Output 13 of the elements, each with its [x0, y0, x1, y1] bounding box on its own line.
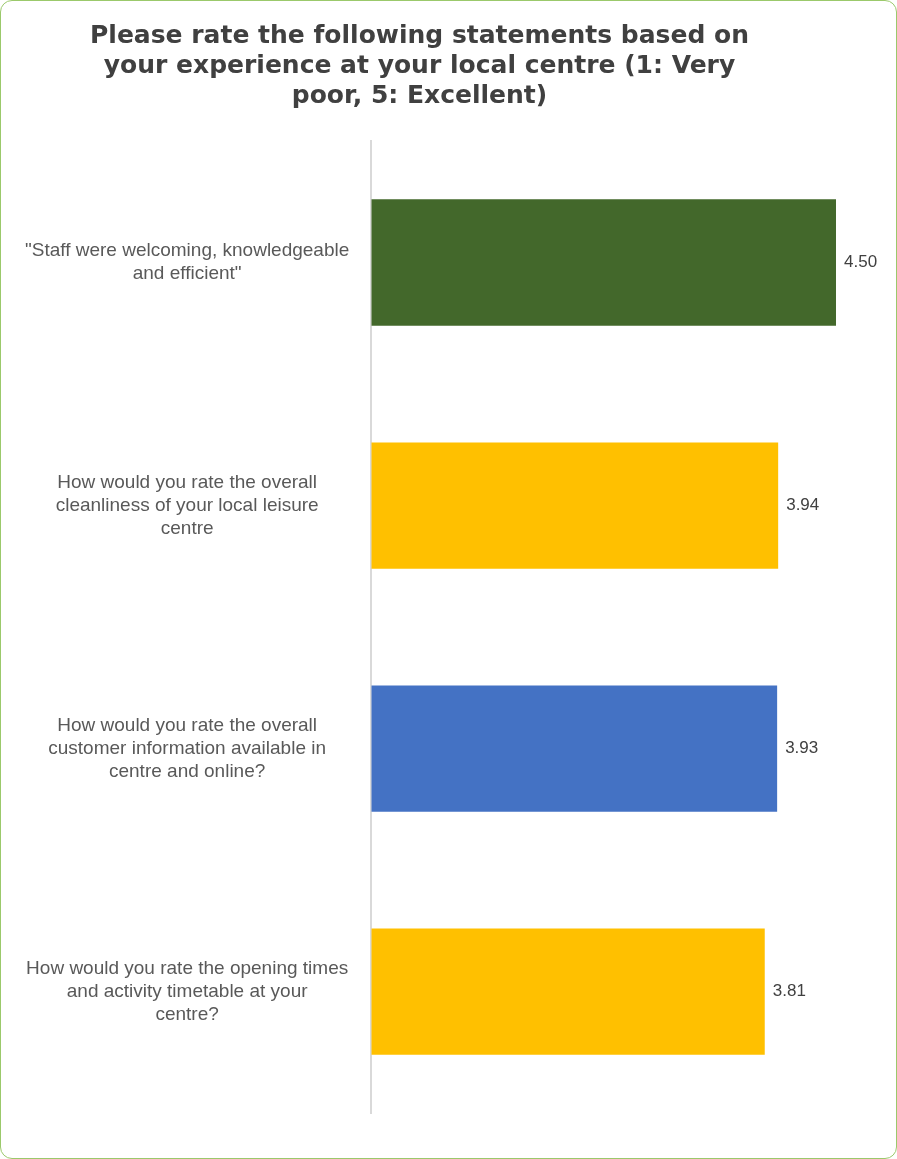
data-label: 3.93 — [785, 738, 819, 758]
data-label: 4.50 — [844, 252, 878, 272]
chart-title: Please rate the following statements based on your experience at your local centre (1: Very poor, 5: Excellent) — [89, 19, 750, 109]
y-tick-label: How would you rate the overall customer information available in centre and online? — [48, 714, 327, 781]
data-label: 3.94 — [786, 495, 820, 515]
y-tick-label: How would you rate the opening times and activity timetable at your centre? — [26, 957, 349, 1024]
bar — [371, 685, 778, 812]
data-label: 3.81 — [772, 981, 806, 1001]
y-tick-label: How would you rate the overall cleanliness of your local leisure centre — [55, 471, 319, 538]
bar — [371, 442, 779, 569]
bar — [371, 199, 836, 326]
bar — [371, 928, 765, 1055]
y-tick-label: "Staff were welcoming, knowledgeable and efficient" — [24, 239, 350, 284]
